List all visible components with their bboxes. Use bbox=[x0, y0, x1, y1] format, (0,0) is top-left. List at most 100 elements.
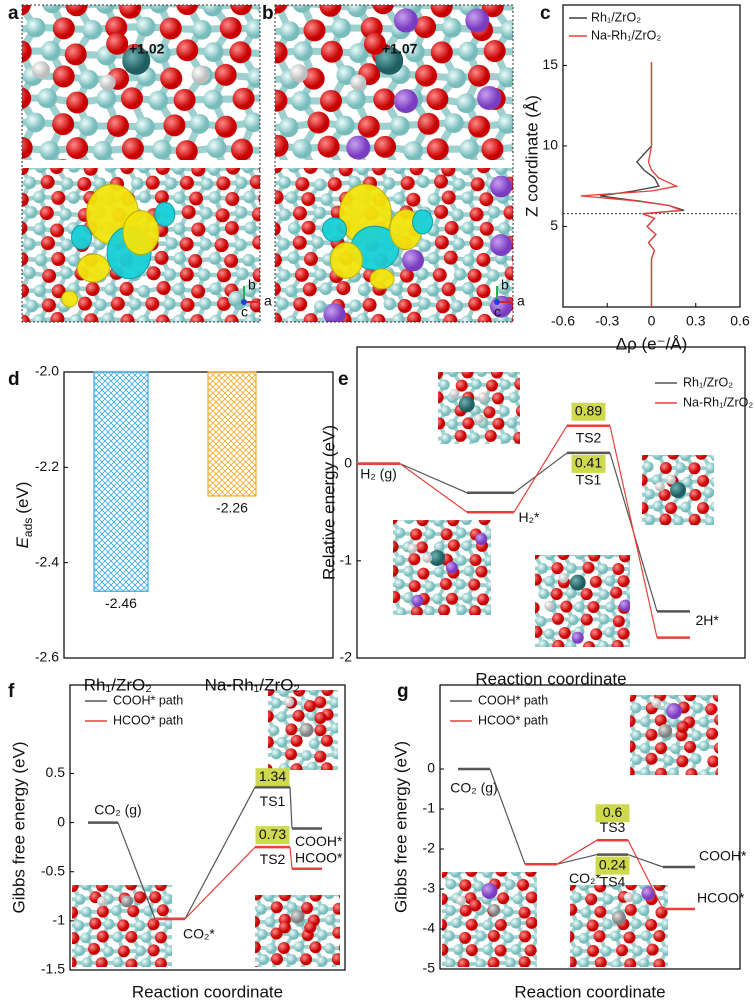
atom bbox=[0, 252, 12, 265]
bond bbox=[721, 759, 726, 773]
atom bbox=[550, 588, 563, 601]
atom bbox=[200, 328, 213, 341]
atom bbox=[424, 352, 436, 364]
atom bbox=[657, 435, 669, 447]
bond bbox=[556, 912, 563, 925]
atom bbox=[154, 931, 167, 944]
atom bbox=[22, 5, 31, 16]
atom bbox=[198, 297, 212, 310]
atom bbox=[481, 138, 504, 160]
atom bbox=[37, 88, 58, 108]
atom bbox=[155, 168, 170, 175]
bond bbox=[702, 533, 716, 534]
atom bbox=[397, 298, 412, 313]
bond bbox=[453, 449, 466, 451]
atom bbox=[642, 502, 649, 515]
connector bbox=[489, 768, 526, 865]
y-axis-label: Relative energy (eV) bbox=[319, 425, 338, 580]
atom bbox=[456, 604, 467, 615]
atom bbox=[89, 917, 102, 930]
bond bbox=[630, 695, 631, 698]
panel-frame bbox=[274, 4, 514, 323]
atom bbox=[681, 476, 693, 488]
panel-label: e bbox=[338, 369, 349, 390]
bond bbox=[52, 0, 63, 3]
barrier-box bbox=[571, 454, 606, 473]
bond bbox=[377, 571, 392, 572]
bond bbox=[291, 320, 295, 322]
bond bbox=[345, 881, 354, 895]
atom bbox=[661, 918, 668, 930]
atom bbox=[49, 168, 64, 175]
bond bbox=[499, 560, 506, 572]
bond bbox=[431, 319, 437, 322]
atom bbox=[22, 192, 29, 207]
atom bbox=[121, 895, 133, 908]
atom bbox=[455, 379, 468, 392]
bond bbox=[687, 532, 702, 534]
atom bbox=[478, 617, 490, 629]
structure bbox=[424, 352, 540, 451]
atom bbox=[417, 617, 429, 629]
atom bbox=[507, 372, 518, 378]
atom bbox=[67, 191, 80, 204]
atom bbox=[197, 268, 211, 282]
atom bbox=[603, 555, 614, 560]
atom bbox=[571, 971, 582, 982]
atom bbox=[393, 89, 418, 114]
atom bbox=[411, 500, 423, 512]
atom bbox=[652, 455, 664, 460]
y-label-unit: (eV) bbox=[13, 482, 32, 514]
bond bbox=[521, 569, 527, 582]
atom bbox=[443, 250, 458, 265]
atom bbox=[313, 206, 327, 220]
y-label-sub: ads bbox=[21, 518, 35, 537]
atom bbox=[314, 750, 327, 763]
atom bbox=[586, 969, 598, 981]
atom bbox=[682, 527, 693, 538]
bond bbox=[438, 624, 452, 625]
atom bbox=[404, 42, 425, 63]
bond bbox=[388, 335, 406, 336]
bond bbox=[464, 858, 479, 859]
atom bbox=[40, 175, 55, 190]
panel-frame bbox=[21, 4, 261, 323]
atom bbox=[311, 327, 324, 340]
atom bbox=[473, 853, 484, 864]
atom bbox=[514, 353, 526, 365]
atom bbox=[504, 266, 513, 281]
atom bbox=[250, 329, 264, 343]
atom bbox=[618, 754, 630, 766]
atom bbox=[610, 586, 623, 599]
atom bbox=[403, 520, 415, 524]
atom bbox=[632, 677, 643, 688]
bond bbox=[659, 772, 665, 775]
bond bbox=[676, 872, 683, 885]
bond bbox=[491, 586, 506, 587]
atom bbox=[433, 541, 445, 553]
atom bbox=[478, 520, 491, 526]
atom bbox=[465, 8, 490, 33]
atom bbox=[633, 603, 644, 614]
bond bbox=[6, 258, 21, 259]
atom bbox=[529, 432, 540, 443]
atom bbox=[541, 918, 552, 929]
atom bbox=[625, 885, 638, 891]
bond bbox=[555, 937, 568, 939]
atom bbox=[580, 907, 592, 918]
atom bbox=[450, 872, 462, 878]
atom bbox=[242, 875, 254, 887]
atom bbox=[590, 628, 603, 641]
atom bbox=[135, 945, 146, 957]
atom bbox=[382, 177, 396, 190]
bond bbox=[307, 881, 321, 883]
bond bbox=[556, 964, 562, 976]
bond bbox=[450, 859, 464, 860]
atom bbox=[461, 540, 473, 552]
atom bbox=[470, 353, 481, 364]
atom bbox=[156, 904, 169, 917]
atom bbox=[0, 43, 4, 63]
atom bbox=[278, 176, 291, 189]
state-label: TS2 bbox=[576, 429, 602, 445]
atom bbox=[615, 944, 628, 957]
